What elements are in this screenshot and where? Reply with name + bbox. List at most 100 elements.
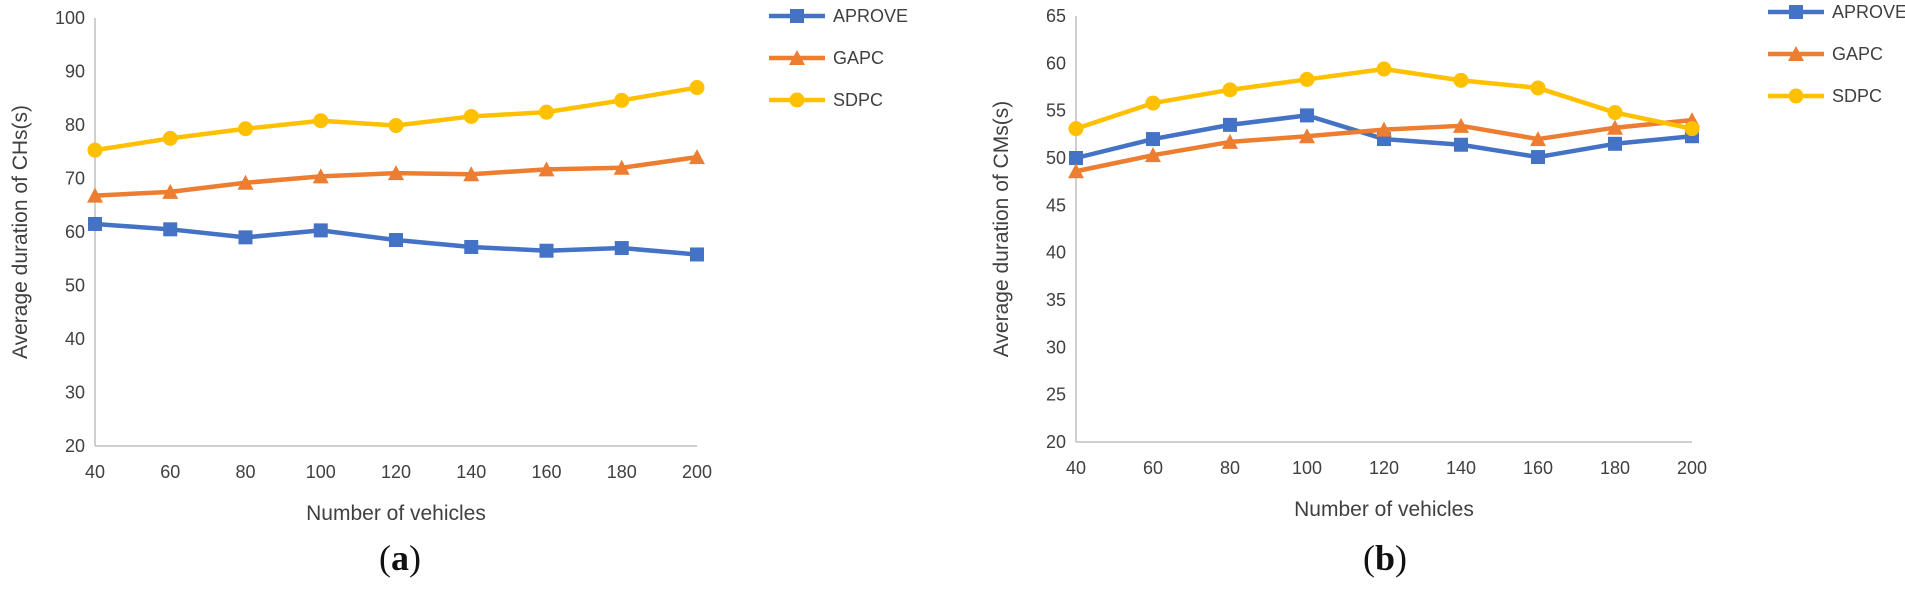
y-tick-label: 60 xyxy=(1046,53,1066,73)
data-point-sdpc xyxy=(1299,71,1315,87)
legend-label-aprove: APROVE xyxy=(833,6,908,26)
data-point-gapc xyxy=(1222,133,1238,149)
x-tick-label: 200 xyxy=(1677,458,1707,478)
data-point-gapc xyxy=(1453,117,1469,133)
data-point-sdpc xyxy=(1530,80,1546,96)
legend-marker-sdpc xyxy=(789,92,805,108)
data-point-gapc xyxy=(1145,147,1161,163)
series-aprove xyxy=(1069,108,1699,165)
data-point-aprove xyxy=(1531,150,1545,165)
panel-caption: (a) xyxy=(379,538,421,578)
data-point-aprove xyxy=(1608,136,1622,151)
x-tick-label: 40 xyxy=(1066,458,1086,478)
data-point-sdpc xyxy=(1453,72,1469,88)
data-point-gapc xyxy=(237,174,254,190)
x-tick-label: 160 xyxy=(1523,458,1553,478)
y-tick-label: 40 xyxy=(65,329,85,349)
data-point-sdpc xyxy=(614,92,630,108)
x-tick-label: 60 xyxy=(1143,458,1163,478)
data-point-aprove xyxy=(464,239,479,254)
x-tick-label: 120 xyxy=(381,462,411,482)
series-gapc xyxy=(1068,112,1700,179)
x-tick-label: 140 xyxy=(456,462,486,482)
data-point-gapc xyxy=(1607,119,1623,135)
data-point-sdpc xyxy=(1607,105,1623,121)
data-point-aprove xyxy=(88,216,102,231)
data-point-sdpc xyxy=(1376,61,1392,77)
y-tick-label: 45 xyxy=(1046,195,1066,215)
y-tick-label: 30 xyxy=(65,383,85,403)
x-tick-label: 180 xyxy=(607,462,637,482)
legend-marker-aprove xyxy=(790,9,804,23)
y-tick-label: 90 xyxy=(65,62,85,82)
legend-label-sdpc: SDPC xyxy=(833,90,883,110)
data-point-sdpc xyxy=(238,121,253,137)
x-tick-label: 120 xyxy=(1369,458,1399,478)
y-tick-label: 20 xyxy=(1046,432,1066,452)
data-point-gapc xyxy=(463,166,480,182)
x-tick-label: 180 xyxy=(1600,458,1630,478)
data-point-aprove xyxy=(389,233,403,248)
data-point-gapc xyxy=(1068,163,1084,179)
legend-marker-aprove xyxy=(1789,5,1803,19)
chart-panel-a: 20 30 40 50 60 70 80 90 100 40 60 80 100 120 140 160 180… xyxy=(9,6,908,578)
x-tick-label: 80 xyxy=(1220,458,1240,478)
data-point-gapc xyxy=(388,165,404,181)
y-tick-label: 55 xyxy=(1046,101,1066,121)
y-tick-label: 20 xyxy=(65,436,85,456)
data-point-sdpc xyxy=(539,104,554,120)
data-point-aprove xyxy=(1146,132,1160,147)
series-line-sdpc xyxy=(1073,66,1695,131)
y-tick-label: 40 xyxy=(1046,243,1066,263)
y-tick-label: 50 xyxy=(65,276,85,296)
chart-panel-b: 20 25 30 35 40 45 50 55 60 65 40 60 80 100 120 140 160 18… xyxy=(990,2,1905,578)
data-point-gapc xyxy=(87,187,103,203)
data-point-gapc xyxy=(1530,131,1546,147)
data-point-aprove xyxy=(1069,151,1083,165)
series-sdpc xyxy=(87,80,705,158)
y-tick-label: 100 xyxy=(55,8,85,28)
series-gapc xyxy=(87,149,705,203)
data-point-aprove xyxy=(313,223,328,238)
data-point-sdpc xyxy=(1068,121,1084,137)
data-point-aprove xyxy=(1300,108,1314,123)
y-tick-label: 65 xyxy=(1046,6,1066,26)
legend-marker-sdpc xyxy=(1788,88,1804,104)
data-point-sdpc xyxy=(162,130,178,146)
data-point-gapc xyxy=(538,161,555,177)
x-axis-title: Number of vehicles xyxy=(306,502,486,525)
series-aprove xyxy=(88,216,704,262)
data-point-aprove xyxy=(1454,137,1468,152)
x-tick-label: 40 xyxy=(85,462,105,482)
legend-marker-gapc xyxy=(789,50,805,65)
x-axis-title: Number of vehicles xyxy=(1294,498,1474,521)
data-point-gapc xyxy=(1376,121,1392,137)
legend-label-gapc: GAPC xyxy=(833,48,884,68)
data-point-sdpc xyxy=(1145,95,1161,111)
legend-marker-gapc xyxy=(1788,46,1804,61)
y-tick-label: 80 xyxy=(65,115,85,135)
data-point-aprove xyxy=(614,241,629,256)
y-tick-label: 30 xyxy=(1046,337,1066,357)
x-tick-label: 200 xyxy=(682,462,712,482)
data-point-sdpc xyxy=(689,80,705,96)
y-tick-label: 35 xyxy=(1046,290,1066,310)
legend: APROVE GAPC SDPC xyxy=(1768,2,1905,106)
data-point-aprove xyxy=(163,222,178,237)
data-point-sdpc xyxy=(1684,121,1700,137)
data-point-gapc xyxy=(312,168,329,184)
data-point-gapc xyxy=(162,183,179,199)
data-point-gapc xyxy=(689,149,705,165)
y-tick-label: 50 xyxy=(1046,148,1066,168)
legend-label-aprove: APROVE xyxy=(1832,2,1905,22)
data-point-sdpc xyxy=(388,118,404,134)
data-point-gapc xyxy=(613,159,630,175)
x-tick-label: 160 xyxy=(531,462,561,482)
x-tick-label: 100 xyxy=(1292,458,1322,478)
data-point-sdpc xyxy=(1222,82,1238,98)
data-point-sdpc xyxy=(87,142,103,158)
data-point-aprove xyxy=(539,243,554,258)
panel-caption: (b) xyxy=(1363,538,1407,578)
y-tick-label: 70 xyxy=(65,169,85,189)
